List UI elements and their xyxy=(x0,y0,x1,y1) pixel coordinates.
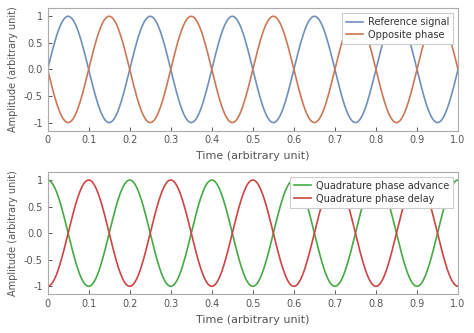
Quadrature phase advance xyxy=(66,233,72,237)
Reference signal xyxy=(245,46,250,50)
Opposite phase xyxy=(444,26,449,30)
Line: Quadrature phase advance: Quadrature phase advance xyxy=(47,180,458,286)
Reference signal xyxy=(65,14,71,18)
Quadrature phase advance xyxy=(443,198,449,202)
Reference signal xyxy=(444,108,449,112)
Quadrature phase delay xyxy=(86,178,91,182)
Reference signal xyxy=(444,109,449,113)
Quadrature phase delay xyxy=(368,280,374,284)
Quadrature phase advance xyxy=(45,178,50,182)
Legend: Reference signal, Opposite phase: Reference signal, Opposite phase xyxy=(342,13,453,44)
Line: Reference signal: Reference signal xyxy=(47,16,458,123)
Quadrature phase advance xyxy=(234,248,239,252)
Legend: Quadrature phase advance, Quadrature phase delay: Quadrature phase advance, Quadrature pha… xyxy=(290,177,453,207)
Quadrature phase advance xyxy=(86,284,91,288)
Quadrature phase advance xyxy=(455,178,461,182)
X-axis label: Time (arbitrary unit): Time (arbitrary unit) xyxy=(196,151,310,161)
Reference signal xyxy=(66,14,72,18)
Quadrature phase delay xyxy=(66,229,72,233)
Opposite phase xyxy=(245,89,250,93)
Quadrature phase advance xyxy=(245,280,250,284)
Reference signal xyxy=(234,17,239,21)
Quadrature phase delay xyxy=(234,214,239,218)
Opposite phase xyxy=(455,68,461,72)
Line: Quadrature phase delay: Quadrature phase delay xyxy=(47,180,458,286)
Opposite phase xyxy=(435,14,440,18)
Reference signal xyxy=(368,87,374,91)
Quadrature phase advance xyxy=(368,182,374,186)
Reference signal xyxy=(455,68,461,72)
Reference signal xyxy=(435,121,440,125)
Line: Opposite phase: Opposite phase xyxy=(47,16,458,123)
Y-axis label: Amplitude (arbitrary unit): Amplitude (arbitrary unit) xyxy=(9,170,18,296)
Reference signal xyxy=(45,68,50,72)
Quadrature phase delay xyxy=(443,264,449,268)
Quadrature phase delay xyxy=(45,284,50,288)
Quadrature phase delay xyxy=(245,182,250,186)
Opposite phase xyxy=(65,121,71,125)
X-axis label: Time (arbitrary unit): Time (arbitrary unit) xyxy=(196,315,310,325)
Opposite phase xyxy=(45,68,50,72)
Y-axis label: Amplitude (arbitrary unit): Amplitude (arbitrary unit) xyxy=(9,7,18,132)
Opposite phase xyxy=(368,48,374,52)
Opposite phase xyxy=(234,118,239,122)
Quadrature phase delay xyxy=(455,284,461,288)
Quadrature phase delay xyxy=(444,264,449,268)
Opposite phase xyxy=(66,121,72,125)
Opposite phase xyxy=(444,27,449,31)
Quadrature phase advance xyxy=(444,198,449,202)
